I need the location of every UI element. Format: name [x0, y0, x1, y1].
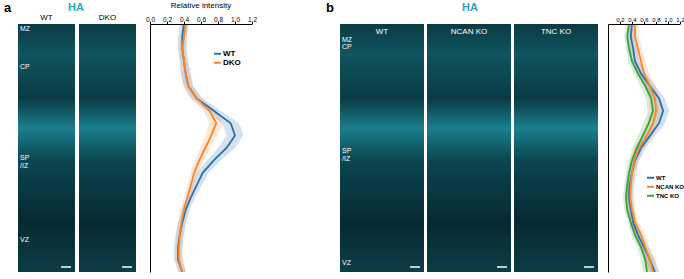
layer-label-line: CP: [342, 43, 352, 50]
axis-line: [150, 25, 151, 273]
tick-label: 0.2: [163, 16, 172, 23]
micrograph: [340, 24, 424, 272]
layer-label: MZ: [20, 25, 31, 32]
tick-label: 0.2: [616, 17, 625, 23]
scale-bar: [584, 266, 594, 268]
tick: 0.6: [640, 17, 649, 24]
error-band: [176, 24, 224, 272]
tick: 0.6: [197, 16, 206, 24]
layer-label-line: /IZ: [342, 155, 351, 162]
title: HA: [68, 1, 84, 13]
tick-label: 0.4: [180, 16, 189, 23]
layer-label-line: SP: [20, 154, 30, 161]
tick-label: 0.8: [652, 17, 661, 23]
tick-label: 0.6: [197, 16, 206, 23]
layer-label-line: CP: [20, 63, 30, 70]
legend-swatch: [214, 62, 221, 64]
tick: 0.2: [616, 17, 625, 24]
scale-bar: [497, 266, 507, 268]
panel-label: WT: [376, 27, 389, 36]
micrograph: [427, 24, 511, 272]
panel-label: DKO: [99, 13, 116, 22]
tick-label: 1.0: [664, 17, 673, 23]
legend-label: TNC KO: [656, 193, 679, 199]
legend-label: DKO: [223, 58, 241, 67]
tick: 0.0: [146, 16, 155, 24]
axis-title: Relative intensity: [171, 1, 231, 10]
tick: 1.0: [231, 16, 240, 24]
scale-bar: [61, 266, 71, 268]
panel-a: aHAWTDKOMZCPSP/IZVZ0.00.20.40.60.81.01.2…: [4, 0, 257, 273]
tick-label: 0.6: [640, 17, 649, 23]
tick: 0.8: [652, 17, 661, 24]
error-band: [174, 24, 244, 272]
layer-label-line: MZ: [20, 25, 31, 32]
depth-axis: [608, 25, 609, 273]
title: HA: [462, 1, 478, 13]
panel-label: TNC KO: [541, 27, 571, 36]
figure: aHAWTDKOMZCPSP/IZVZ0.00.20.40.60.81.01.2…: [0, 0, 684, 279]
value-axis: 0.20.40.60.81.01.2: [609, 17, 684, 25]
layer-label: SP/IZ: [342, 147, 352, 162]
micrograph: [514, 24, 598, 272]
legend-label: WT: [223, 49, 236, 58]
tick-label: 0.8: [214, 16, 223, 23]
panel-letter: b: [326, 0, 334, 15]
line: [626, 24, 653, 272]
plot-area: [623, 24, 669, 272]
axis-line: [608, 25, 609, 273]
layer-label: CP: [20, 63, 30, 70]
axis-line: [151, 24, 253, 25]
axis-line: [609, 24, 681, 25]
tick-label: 1.2: [248, 16, 257, 23]
tick-label: 1.0: [231, 16, 240, 23]
micrograph: [18, 24, 75, 272]
value-axis: 0.0 0.2 0.4 0.6 0.8 1.0 1.2: [146, 16, 257, 25]
legend: WTDKO: [214, 49, 241, 67]
tick: 0.2: [163, 16, 172, 24]
panel-label: NCAN KO: [451, 27, 487, 36]
layer-label: VZ: [20, 236, 30, 243]
scale-bar: [410, 266, 420, 268]
depth-axis: [150, 25, 151, 273]
layer-label: VZ: [342, 259, 352, 266]
legend-swatch: [214, 53, 221, 55]
layer-label-line: VZ: [20, 236, 30, 243]
tick: 1.2: [248, 16, 257, 24]
tick-label: 0.4: [628, 17, 637, 23]
tick: 0.4: [180, 16, 189, 24]
tick-label: 1.2: [676, 17, 684, 23]
legend-label: WT: [656, 175, 666, 181]
legend-label: NCAN KO: [656, 184, 684, 190]
legend-swatch: [647, 177, 654, 179]
tick: 0.8: [214, 16, 223, 24]
layer-label: CP: [342, 43, 352, 50]
panel-letter: a: [4, 0, 12, 15]
micrograph: [79, 24, 136, 272]
line: [179, 24, 216, 272]
tick: 0.4: [628, 17, 637, 24]
tick-label: 0.0: [146, 16, 155, 23]
tick: 1.2: [676, 17, 684, 24]
plot-area: [174, 24, 244, 272]
tick: 1.0: [664, 17, 673, 24]
layer-label-line: /IZ: [20, 162, 29, 169]
layer-label: SP/IZ: [20, 154, 30, 169]
layer-label-line: SP: [342, 147, 352, 154]
legend-swatch: [647, 195, 654, 197]
legend-swatch: [647, 186, 654, 188]
panel-label: WT: [40, 13, 53, 22]
layer-label-line: VZ: [342, 259, 352, 266]
legend: WT NCAN KO TNC KO: [647, 175, 684, 199]
scale-bar: [122, 266, 132, 268]
panel-b: bHAWTNCAN KOTNC KOMZCPSP/IZVZ0.20.40.60.…: [326, 0, 684, 273]
